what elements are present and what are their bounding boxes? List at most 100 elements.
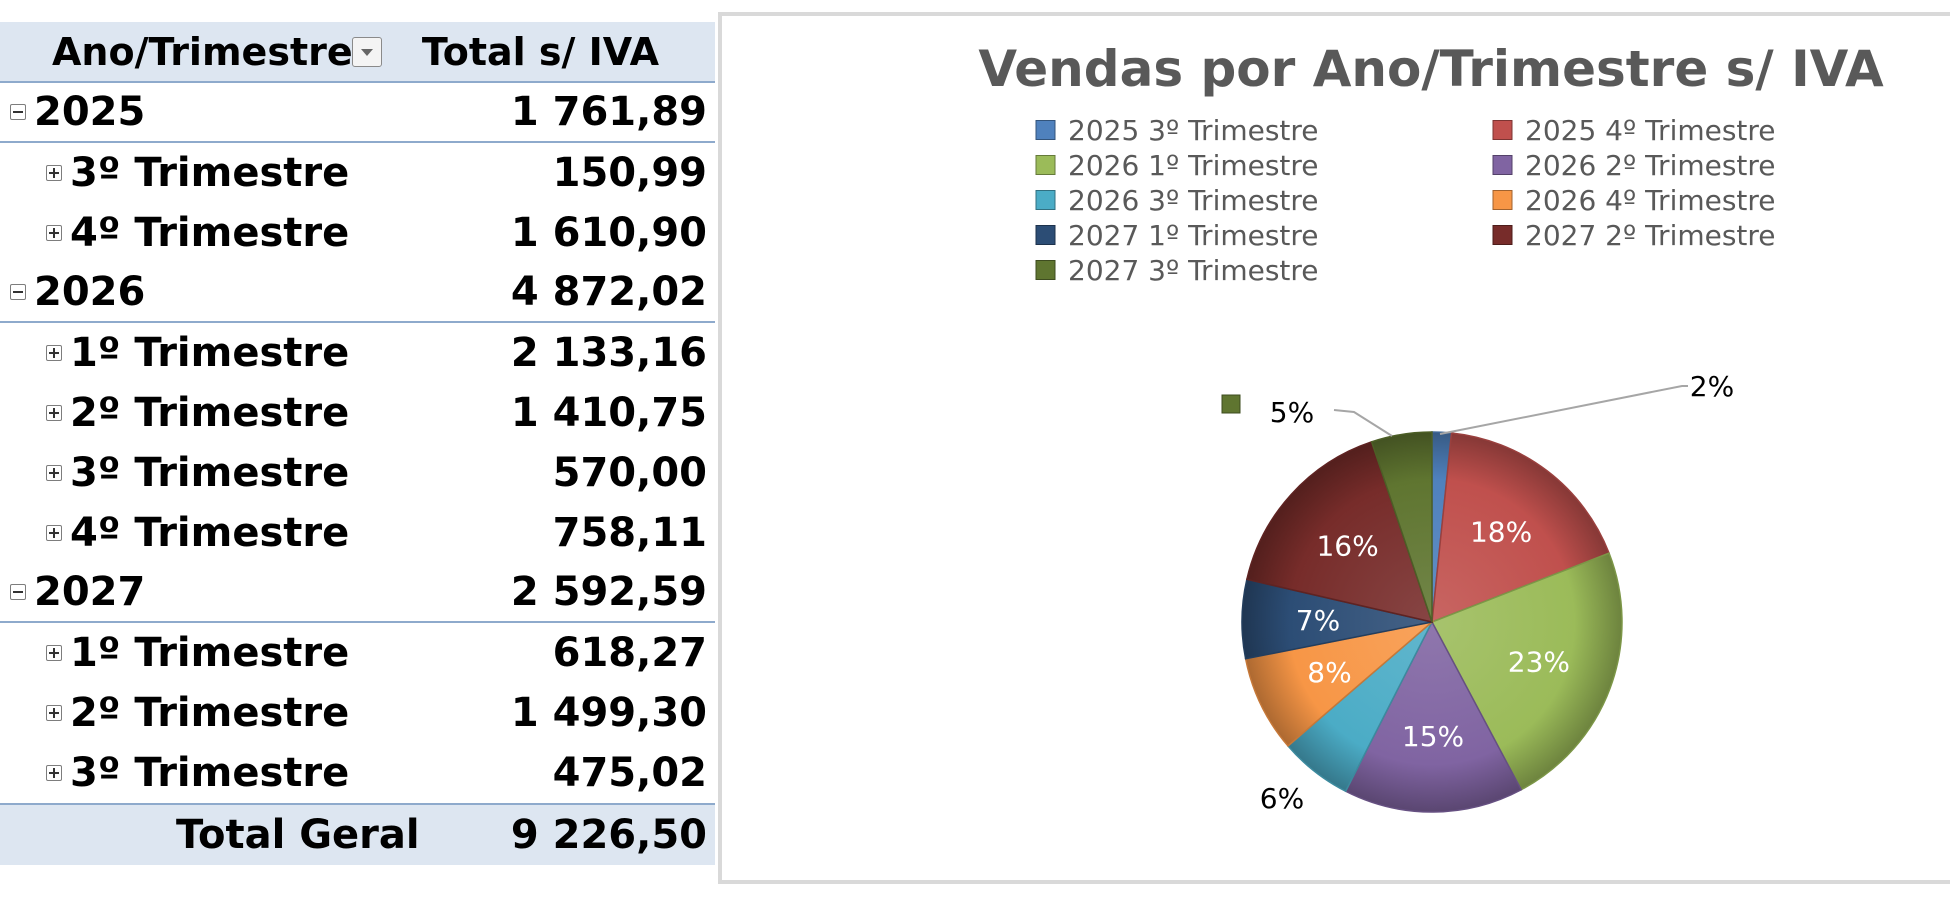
grand-total-value: 9 226,50 xyxy=(510,812,707,858)
collapse-icon[interactable] xyxy=(10,284,26,300)
row-value: 1 499,30 xyxy=(510,690,707,736)
collapse-icon[interactable] xyxy=(10,584,26,600)
expand-icon[interactable] xyxy=(46,525,62,541)
pivot-body: 2025 1 761,89 3º Trimestre 150,99 4º Trimest… xyxy=(0,83,715,803)
row-label: 3º Trimestre xyxy=(70,750,350,796)
legend-swatch xyxy=(1035,155,1056,175)
row-value: 2 592,59 xyxy=(510,569,707,615)
row-value: 1 610,90 xyxy=(510,210,707,256)
pie-slice[interactable] xyxy=(1430,552,1623,791)
pie-plot xyxy=(1241,431,1623,813)
chart-title: Vendas por Ano/Trimestre s/ IVA xyxy=(978,40,1884,98)
pie-slice[interactable] xyxy=(1370,431,1433,623)
quarter-row: 1º Trimestre 618,27 xyxy=(0,623,715,683)
legend-label: 2027 1º Trimestre xyxy=(1068,219,1319,252)
data-label: 23% xyxy=(1508,646,1570,679)
legend-entry[interactable]: 2026 1º Trimestre xyxy=(1035,149,1319,182)
row-label: 3º Trimestre xyxy=(70,450,350,496)
year-row: 2025 1 761,89 xyxy=(0,83,715,143)
legend-label: 2025 4º Trimestre xyxy=(1525,114,1776,147)
row-label: 4º Trimestre xyxy=(70,510,350,556)
expand-icon[interactable] xyxy=(46,705,62,721)
quarter-row: 4º Trimestre 758,11 xyxy=(0,503,715,563)
pivot-header-row: Ano/Trimestre Total s/ IVA xyxy=(0,22,715,83)
legend-swatch xyxy=(1035,260,1056,280)
legend-label: 2027 3º Trimestre xyxy=(1068,254,1319,287)
leader-line xyxy=(1333,409,1393,437)
legend-label: 2026 2º Trimestre xyxy=(1525,149,1776,182)
legend-swatch xyxy=(1035,225,1056,245)
data-label: 18% xyxy=(1470,515,1532,548)
legend-entry[interactable]: 2027 1º Trimestre xyxy=(1035,219,1319,252)
pie-slice[interactable] xyxy=(1344,620,1523,813)
legend-swatch xyxy=(1492,155,1513,175)
quarter-row: 3º Trimestre 475,02 xyxy=(0,743,715,803)
quarter-row: 3º Trimestre 150,99 xyxy=(0,143,715,203)
legend-entry[interactable]: 2026 4º Trimestre xyxy=(1492,184,1776,217)
row-label: 1º Trimestre xyxy=(70,330,350,376)
grand-total-row: Total Geral 9 226,50 xyxy=(0,803,715,865)
pie-slice[interactable] xyxy=(1244,620,1435,748)
row-label: 2026 xyxy=(34,269,146,315)
pie-slice[interactable] xyxy=(1431,432,1611,624)
row-label: 2º Trimestre xyxy=(70,690,350,736)
row-label: 2027 xyxy=(34,569,146,615)
row-label: 2º Trimestre xyxy=(70,390,350,436)
data-label: 5% xyxy=(1270,396,1314,429)
chart-legend[interactable]: 2025 3º Trimestre 2025 4º Trimestre 2026 1… xyxy=(1035,114,1776,287)
grand-total-label: Total Geral xyxy=(176,812,420,858)
data-label: 15% xyxy=(1402,720,1464,753)
quarter-row: 3º Trimestre 570,00 xyxy=(0,443,715,503)
legend-entry[interactable]: 2026 2º Trimestre xyxy=(1492,149,1776,182)
leader-line xyxy=(1439,385,1688,435)
row-value: 1 761,89 xyxy=(510,89,707,135)
legend-entry[interactable]: 2027 3º Trimestre xyxy=(1035,254,1319,287)
legend-swatch xyxy=(1035,190,1056,210)
quarter-row: 2º Trimestre 1 410,75 xyxy=(0,383,715,443)
row-label: 1º Trimestre xyxy=(70,630,350,676)
expand-icon[interactable] xyxy=(46,645,62,661)
legend-label: 2027 2º Trimestre xyxy=(1525,219,1776,252)
row-labels-header: Ano/Trimestre xyxy=(52,29,353,74)
pivot-table: Ano/Trimestre Total s/ IVA 2025 1 761,89 3… xyxy=(0,22,715,865)
data-label: 16% xyxy=(1316,529,1378,562)
legend-swatch xyxy=(1492,190,1513,210)
legend-entry[interactable]: 2026 3º Trimestre xyxy=(1035,184,1319,217)
row-value: 758,11 xyxy=(552,510,707,556)
label-legend-key xyxy=(1221,394,1241,414)
row-value: 475,02 xyxy=(552,750,707,796)
legend-label: 2026 1º Trimestre xyxy=(1068,149,1319,182)
expand-icon[interactable] xyxy=(46,465,62,481)
legend-swatch xyxy=(1492,120,1513,140)
pie-chart: Vendas por Ano/Trimestre s/ IVA 2025 3º … xyxy=(978,40,1884,815)
data-labels: 2% 18% 23% 15% 6% 8% 7% 16% 5% xyxy=(1221,370,1734,815)
expand-icon[interactable] xyxy=(46,345,62,361)
legend-entry[interactable]: 2025 3º Trimestre xyxy=(1035,114,1319,147)
expand-icon[interactable] xyxy=(46,165,62,181)
legend-entry[interactable]: 2027 2º Trimestre xyxy=(1492,219,1776,252)
row-value: 4 872,02 xyxy=(510,269,707,315)
expand-icon[interactable] xyxy=(46,765,62,781)
row-value: 570,00 xyxy=(552,450,707,496)
quarter-row: 2º Trimestre 1 499,30 xyxy=(0,683,715,743)
filter-dropdown-button[interactable] xyxy=(352,37,382,67)
legend-entry[interactable]: 2025 4º Trimestre xyxy=(1492,114,1776,147)
values-header: Total s/ IVA xyxy=(421,29,659,74)
expand-icon[interactable] xyxy=(46,405,62,421)
row-label: 3º Trimestre xyxy=(70,150,350,196)
legend-label: 2026 3º Trimestre xyxy=(1068,184,1319,217)
chart-area[interactable]: Vendas por Ano/Trimestre s/ IVA 2025 3º … xyxy=(718,12,1950,884)
collapse-icon[interactable] xyxy=(10,104,26,120)
quarter-row: 1º Trimestre 2 133,16 xyxy=(0,323,715,383)
pie-slice[interactable] xyxy=(1245,440,1434,624)
row-label: 4º Trimestre xyxy=(70,210,350,256)
year-row: 2027 2 592,59 xyxy=(0,563,715,623)
legend-label: 2025 3º Trimestre xyxy=(1068,114,1319,147)
expand-icon[interactable] xyxy=(46,225,62,241)
data-label: 6% xyxy=(1260,782,1304,815)
legend-label: 2026 4º Trimestre xyxy=(1525,184,1776,217)
data-label: 7% xyxy=(1296,604,1340,637)
data-label: 8% xyxy=(1307,656,1351,689)
row-label: 2025 xyxy=(34,89,146,135)
year-row: 2026 4 872,02 xyxy=(0,263,715,323)
